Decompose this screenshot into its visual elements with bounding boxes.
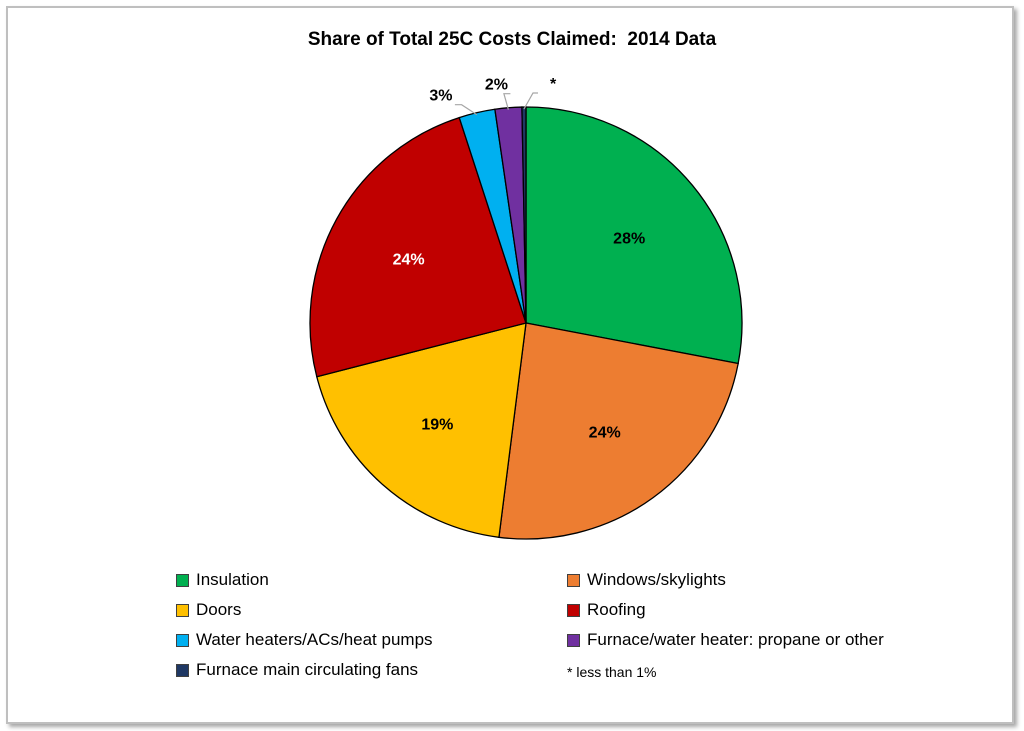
pie-slice-windows-skylights bbox=[498, 322, 739, 540]
leader-line-furnace-water-heater-propane-or-other bbox=[503, 93, 511, 110]
pie-slice-furnace-main-circulating-fans bbox=[521, 106, 527, 324]
slice-label-roofing: 24% bbox=[393, 252, 425, 269]
leader-line-furnace-main-circulating-fans bbox=[523, 92, 538, 110]
slice-label-furnace-main-circulating-fans: * bbox=[550, 76, 557, 93]
slice-label-furnace-water-heater-propane-or-other: 2% bbox=[485, 77, 508, 94]
slice-label-doors: 19% bbox=[421, 417, 453, 434]
slice-label-insulation: 28% bbox=[613, 231, 645, 248]
footnote: * less than 1% bbox=[567, 664, 657, 680]
leader-line-water-heaters-acs-heat-pumps bbox=[454, 104, 478, 116]
slice-label-windows-skylights: 24% bbox=[589, 424, 621, 441]
pie-slice-roofing bbox=[309, 116, 527, 378]
pie-slice-doors bbox=[315, 322, 527, 539]
slice-label-water-heaters-acs-heat-pumps: 3% bbox=[429, 88, 452, 105]
chart-title: Share of Total 25C Costs Claimed: 2014 D… bbox=[307, 29, 717, 50]
pie-slice-insulation bbox=[525, 106, 743, 365]
